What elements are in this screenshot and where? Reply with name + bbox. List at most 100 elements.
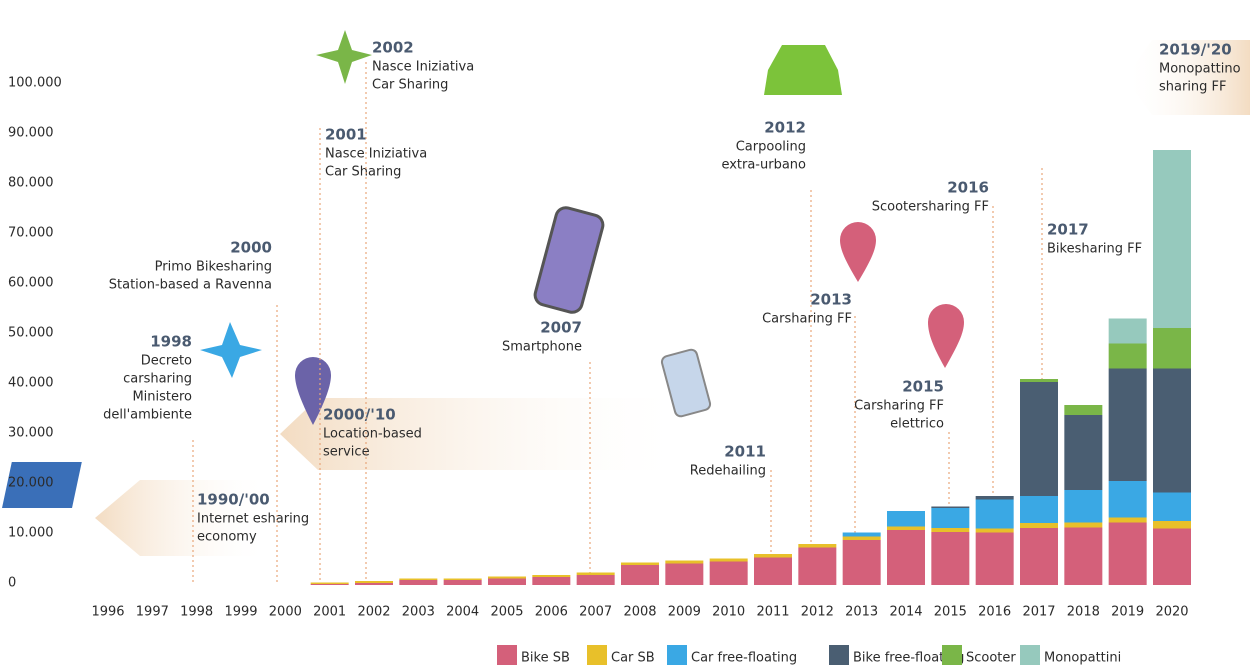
bar-segment (665, 563, 704, 585)
pin-icon (840, 222, 876, 282)
bar-segment (975, 528, 1014, 533)
bar-segment (576, 572, 615, 575)
bar-segment (1153, 328, 1191, 369)
bar-segment (931, 508, 970, 528)
bar-segment (1064, 522, 1103, 528)
bar-segment (488, 578, 526, 585)
legend-label: Scooter (966, 651, 1016, 666)
annotation-text: Nasce Iniziativa (372, 60, 474, 75)
annotation-title: 1998 (150, 333, 192, 351)
legend-label: Bike SB (521, 651, 570, 666)
x-tick-label: 1999 (224, 605, 257, 620)
bar-segment (754, 557, 792, 585)
legend-label: Car free-floating (691, 651, 797, 666)
legend-swatch (497, 645, 517, 665)
annotation-title: 2000/'10 (323, 406, 396, 424)
bar-segment (1020, 523, 1058, 528)
bar-segment (532, 575, 571, 577)
x-tick-label: 2000 (269, 605, 302, 620)
era-arrow (95, 480, 270, 556)
annotation-text: Car Sharing (372, 78, 448, 93)
legend-swatch (667, 645, 687, 665)
bar-segment (576, 575, 615, 585)
y-tick-label: 30.000 (8, 426, 54, 441)
bar-segment (1020, 496, 1058, 523)
bar-segment (355, 581, 393, 583)
annotation-text: Carsharing FF (854, 399, 944, 414)
annotation-text: Nasce Iniziativa (325, 147, 427, 162)
annotation-text: Decreto (141, 354, 192, 369)
annotation-text: Internet esharing (197, 512, 309, 527)
bar-segment (1153, 492, 1191, 521)
x-tick-label: 2014 (889, 605, 922, 620)
y-tick-label: 80.000 (8, 176, 54, 191)
laptop-icon (2, 462, 82, 508)
x-tick-label: 2016 (978, 605, 1011, 620)
bar-segment (1108, 343, 1147, 369)
bar-segment (709, 558, 748, 562)
bar-segment (842, 540, 881, 585)
phone-icon (533, 206, 605, 314)
legend-swatch (587, 645, 607, 665)
bar-segment (1108, 481, 1147, 518)
annotation-text: Station-based a Ravenna (109, 278, 272, 293)
y-tick-label: 70.000 (8, 226, 54, 241)
x-tick-label: 2004 (446, 605, 479, 620)
y-tick-label: 20.000 (8, 476, 54, 491)
car-icon (764, 45, 842, 95)
pin-icon (928, 304, 964, 368)
bar-segment (1064, 415, 1103, 490)
x-tick-label: 2005 (490, 605, 523, 620)
x-tick-label: 2007 (579, 605, 612, 620)
bar-segment (975, 532, 1014, 585)
bar-segment (1153, 150, 1191, 328)
pin-icon (295, 357, 331, 425)
bar-segment (842, 536, 881, 540)
x-tick-label: 2012 (801, 605, 834, 620)
bar-segment (488, 576, 526, 579)
x-tick-label: 2003 (402, 605, 435, 620)
y-tick-label: 60.000 (8, 276, 54, 291)
bar-segment (1108, 522, 1147, 585)
bar-segment (931, 506, 970, 508)
x-tick-label: 2008 (623, 605, 656, 620)
annotation-title: 2013 (810, 291, 852, 309)
annotation-text: Redehailing (690, 464, 766, 479)
annotation-title: 2002 (372, 39, 414, 57)
star-icon (316, 30, 372, 84)
bar-segment (1064, 527, 1103, 585)
legend-label: Car SB (611, 651, 655, 666)
icons (2, 30, 964, 508)
bar-segment (754, 554, 792, 558)
annotation-text: Bikesharing FF (1047, 242, 1142, 257)
bar-segment (798, 547, 837, 585)
bar-segment (665, 560, 704, 564)
annotation-text: Smartphone (502, 340, 582, 355)
era-arrow (1125, 40, 1250, 115)
x-tick-label: 2006 (535, 605, 568, 620)
bar-segment (621, 565, 659, 585)
y-tick-label: 100.000 (8, 76, 62, 91)
annotation-text: Carsharing FF (762, 312, 852, 327)
bar-segment (1153, 528, 1191, 585)
bar-segment (798, 544, 837, 548)
y-tick-label: 0 (8, 576, 16, 591)
bar-segment (887, 511, 925, 527)
bar-segment (1108, 517, 1147, 523)
x-tick-label: 1998 (180, 605, 213, 620)
annotation-title: 2015 (902, 378, 944, 396)
annotation-title: 2001 (325, 126, 367, 144)
bar-segment (975, 496, 1014, 500)
bar-segment (443, 578, 482, 580)
bar-segment (931, 532, 970, 585)
bar-segment (842, 532, 881, 537)
bar-segment (443, 580, 482, 585)
bar-segment (1153, 368, 1191, 493)
annotation-text: Monopattino (1159, 62, 1241, 77)
x-tick-label: 2013 (845, 605, 878, 620)
bar-segment (310, 584, 349, 585)
annotation-title: 2012 (764, 119, 806, 137)
annotation-text: Scootersharing FF (872, 200, 989, 215)
annotation-text: sharing FF (1159, 80, 1227, 95)
bar-segment (1108, 318, 1147, 344)
